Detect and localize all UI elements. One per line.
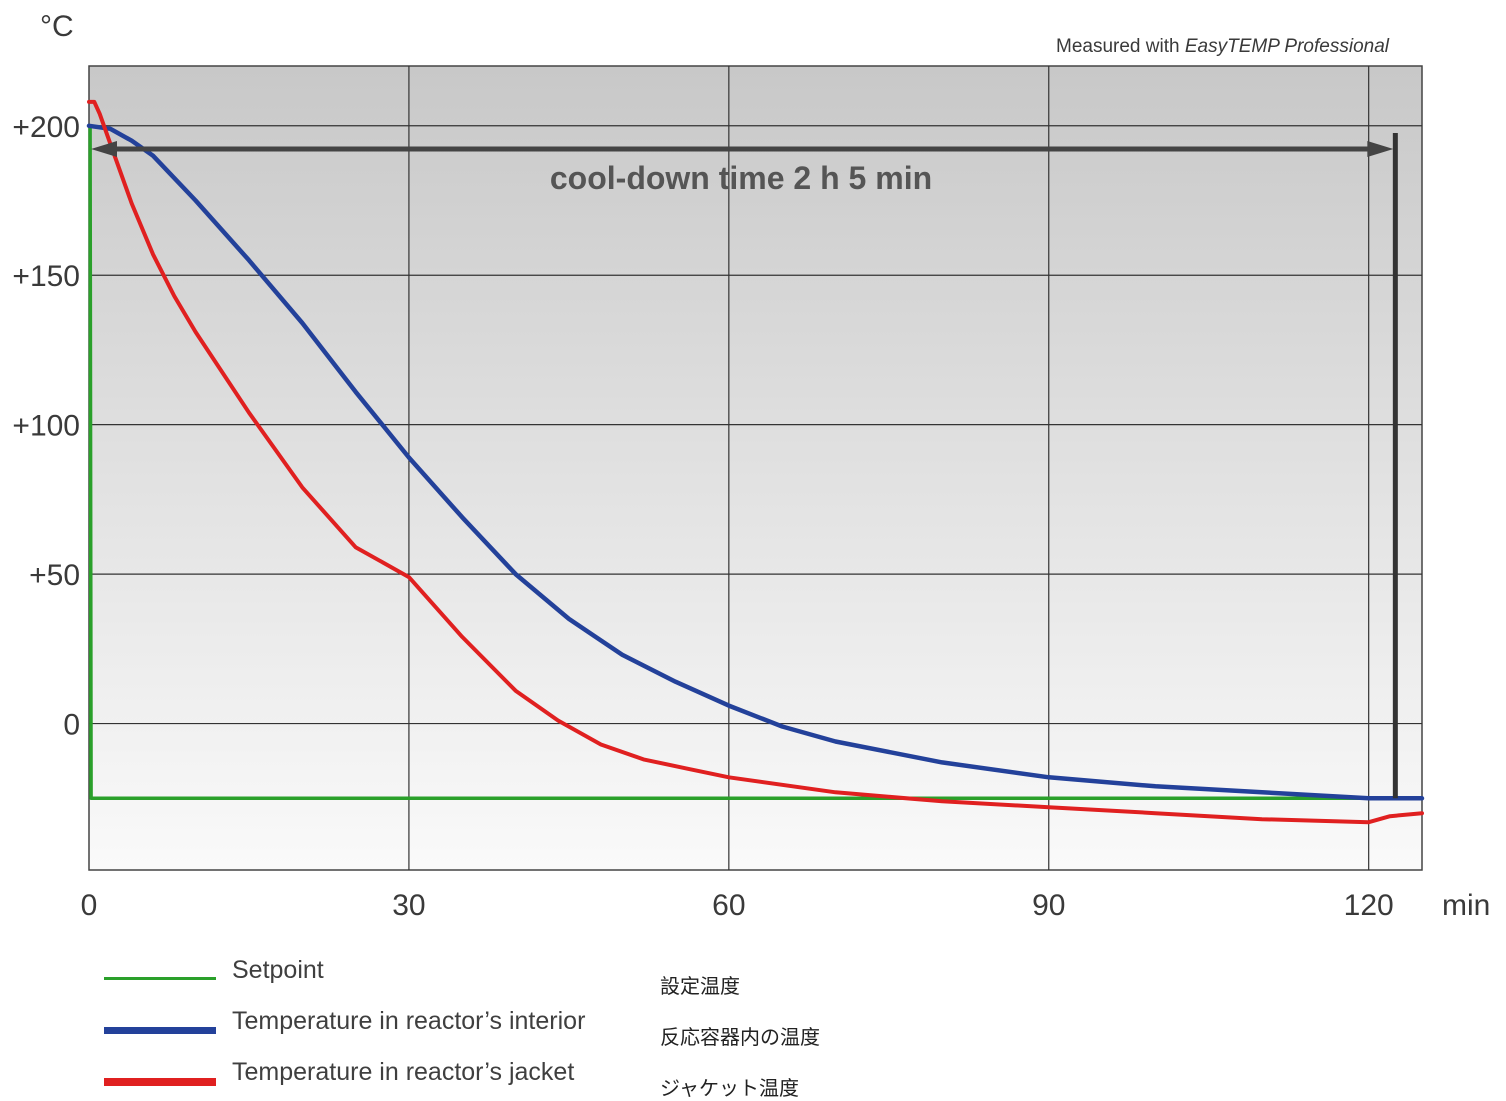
x-tick-label: 30 xyxy=(392,889,425,922)
y-tick-label: +150 xyxy=(12,260,80,293)
plot-area xyxy=(88,65,1423,871)
legend-label-interior-jp: 反応容器内の温度 xyxy=(660,1025,820,1049)
legend-label-jacket-jp: ジャケット温度 xyxy=(660,1076,799,1100)
legend-label-setpoint: Setpoint xyxy=(232,956,324,984)
x-tick-label: 60 xyxy=(712,889,745,922)
y-tick-label: +50 xyxy=(29,559,80,592)
y-axis-unit: °C xyxy=(40,10,74,43)
x-tick-label: 0 xyxy=(81,889,98,922)
legend-item-setpoint: Setpoint 設定温度 xyxy=(104,956,1004,998)
y-tick-label: +100 xyxy=(12,410,80,443)
cooling-chart: cool-down time 2 h 5 min 0 30 60 90 120 +200 +… xyxy=(12,10,1490,922)
legend-swatch-setpoint xyxy=(104,977,216,980)
arrow-head-left xyxy=(91,141,117,157)
series-lines xyxy=(86,99,1425,825)
legend-swatch-interior xyxy=(104,1027,216,1034)
tick-labels: 0 30 60 90 120 +200 +150 +100 +50 0 xyxy=(12,111,1393,922)
arrow-head-right xyxy=(1367,141,1394,157)
series-line xyxy=(86,123,1425,801)
cool-down-annotation: cool-down time 2 h 5 min xyxy=(91,133,1398,799)
grid-lines xyxy=(89,66,1422,870)
legend-item-interior: Temperature in reactor’s interior 反応容器内の… xyxy=(104,1007,1004,1049)
x-axis-unit: min xyxy=(1442,889,1490,922)
legend-item-jacket: Temperature in reactor’s jacket ジャケット温度 xyxy=(104,1058,1004,1100)
y-tick-label: +200 xyxy=(12,111,80,144)
y-tick-label: 0 xyxy=(63,709,80,742)
legend-swatch-jacket xyxy=(104,1078,216,1086)
legend-label-setpoint-jp: 設定温度 xyxy=(660,974,740,998)
x-tick-label: 120 xyxy=(1344,889,1394,922)
cool-down-label: cool-down time 2 h 5 min xyxy=(550,160,932,196)
series-line xyxy=(87,99,1424,825)
measurement-note: Measured with EasyTEMP Professional xyxy=(1056,36,1390,57)
legend-label-jacket: Temperature in reactor’s jacket xyxy=(232,1058,575,1086)
x-tick-label: 90 xyxy=(1032,889,1065,922)
legend-label-interior: Temperature in reactor’s interior xyxy=(232,1007,586,1035)
measurement-product: EasyTEMP Professional xyxy=(1185,36,1390,57)
